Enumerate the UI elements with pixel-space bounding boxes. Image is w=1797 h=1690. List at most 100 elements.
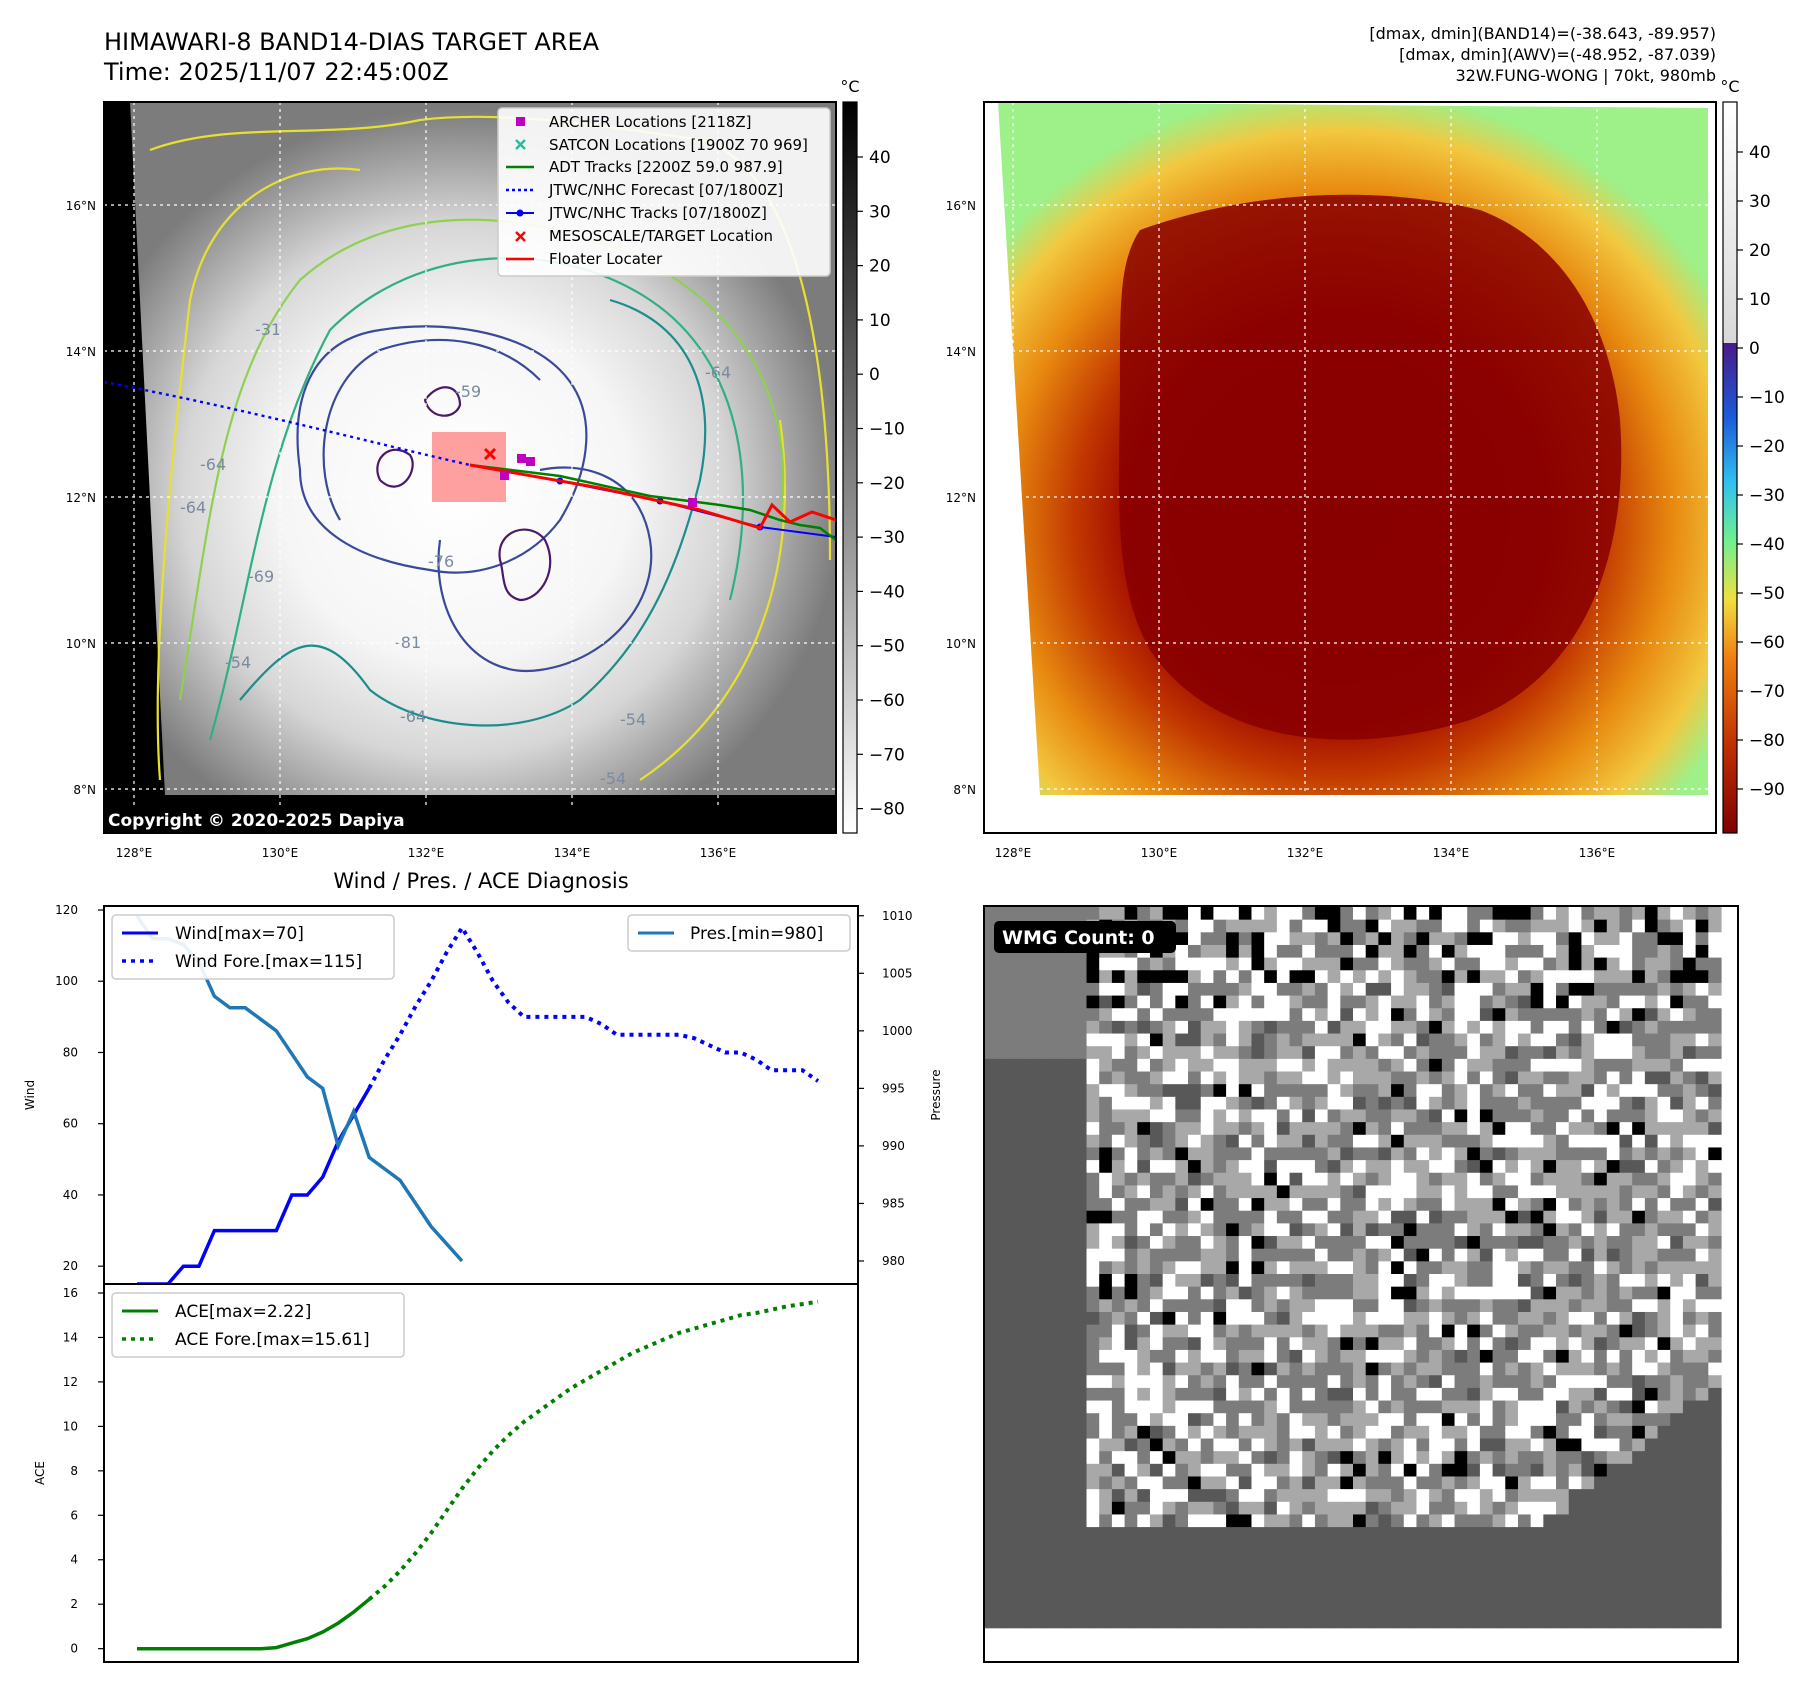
wmg-cell (1594, 1210, 1608, 1224)
wmg-cell (1048, 1387, 1062, 1402)
wmg-cell (1340, 957, 1354, 971)
wmg-cell (1416, 1413, 1430, 1427)
wmg-cell (1657, 1248, 1671, 1262)
wmg-cell (1632, 1261, 1646, 1275)
legend-box (497, 107, 831, 277)
wmg-cell (1505, 1122, 1519, 1136)
wmg-cell (1111, 1020, 1126, 1035)
wmg-cell (997, 1261, 1011, 1275)
wmg-cell (1149, 1020, 1164, 1035)
wmg-cell (1099, 1539, 1113, 1554)
wmg-cell (1023, 1274, 1037, 1288)
wmg-cell (1530, 1590, 1544, 1604)
wmg-cell (1327, 1299, 1341, 1313)
wmg-cell (1238, 1299, 1253, 1313)
wmg-cell (1632, 1058, 1646, 1073)
wmg-cell (1226, 944, 1240, 959)
wmg-cell (1543, 957, 1557, 971)
wmg-cell (1492, 1400, 1506, 1414)
wmg-cell (1441, 1261, 1456, 1275)
wmg-cell (1099, 1565, 1113, 1579)
wmg-cell (1644, 1185, 1659, 1199)
wmg-cell (1124, 1590, 1138, 1604)
wmg-cell (1137, 1539, 1151, 1554)
wmg-cell (1695, 995, 1709, 1009)
wmg-cell (1340, 1489, 1354, 1503)
wmg-cell (1378, 1476, 1392, 1490)
wmg-cell (1403, 1299, 1418, 1313)
wmg-cell (1124, 1274, 1138, 1288)
wmg-cell (997, 1438, 1011, 1452)
wmg-cell (1035, 1071, 1050, 1085)
wmg-cell (1505, 1615, 1519, 1629)
wmg-cell (1035, 1008, 1050, 1022)
wmg-cell (1568, 1349, 1583, 1364)
wmg-cell (1556, 995, 1570, 1009)
wmg-cell (1365, 1501, 1379, 1516)
wmg-cell (1632, 1299, 1646, 1313)
wmg-cell (1365, 932, 1379, 946)
wmg-cell (1086, 1147, 1100, 1161)
wmg-cell (1708, 1274, 1722, 1288)
wmg-cell (1619, 1577, 1633, 1591)
wmg-cell (1644, 1413, 1659, 1427)
wmg-cell (1175, 995, 1189, 1009)
wmg-cell (1378, 1463, 1392, 1478)
wmg-cell (1061, 1109, 1075, 1123)
wmg-cell (1124, 1577, 1138, 1591)
wmg-cell (1188, 1033, 1202, 1047)
wmg-cell (1264, 995, 1278, 1009)
wmg-cell (1048, 1603, 1062, 1617)
wmg-cell (1213, 1514, 1227, 1528)
wmg-cell (1124, 1501, 1138, 1516)
wmg-cell (1327, 1628, 1341, 1642)
wmg-cell (1200, 944, 1215, 959)
colorbar-tick-label: −50 (869, 637, 905, 657)
wmg-cell (1454, 1172, 1468, 1187)
wmg-cell (1226, 1552, 1240, 1566)
wmg-cell (1530, 1274, 1544, 1288)
wmg-cell (1505, 1274, 1519, 1288)
wmg-cell (1467, 1527, 1481, 1541)
wmg-cell (1632, 1552, 1646, 1566)
wmg-cell (1073, 1160, 1088, 1174)
wmg-cell (1416, 1324, 1430, 1338)
wmg-cell (1353, 1058, 1367, 1073)
wmg-cell (1302, 1413, 1316, 1427)
wmg-cell (1073, 1299, 1088, 1313)
wmg-cell (1429, 1577, 1443, 1591)
wmg-cell (1149, 1122, 1164, 1136)
ytick-label: 10 (63, 1419, 78, 1433)
wmg-cell (1708, 1362, 1722, 1376)
wmg-cell (1289, 1628, 1303, 1642)
wmg-cell (985, 1565, 999, 1579)
wmg-cell (1467, 1362, 1481, 1376)
wmg-cell (1035, 1451, 1050, 1465)
wmg-cell (1048, 1096, 1062, 1111)
wmg-cell (1010, 1020, 1024, 1035)
wmg-cell (1276, 1413, 1291, 1427)
wmg-cell (1111, 995, 1126, 1009)
wmg-cell (1327, 1172, 1341, 1187)
wmg-cell (1505, 1349, 1519, 1364)
wmg-cell (1137, 1122, 1151, 1136)
wmg-cell (1010, 1096, 1024, 1111)
wmg-cell (1111, 1210, 1126, 1224)
wmg-cell (1340, 1134, 1354, 1149)
wmg-cell (1391, 1198, 1405, 1212)
wmg-cell (1213, 1615, 1227, 1629)
wmg-cell (1670, 1324, 1684, 1338)
wmg-cell (1556, 1096, 1570, 1111)
ytick-right-label: 995 (882, 1081, 905, 1095)
wmg-cell (1302, 1387, 1316, 1402)
wmg-cell (1594, 1299, 1608, 1313)
wmg-cell (1505, 1299, 1519, 1313)
ytick-label: 8 (70, 1464, 78, 1478)
wmg-cell (1479, 1096, 1494, 1111)
wmg-cell (1238, 1324, 1253, 1338)
wmg-cell (1556, 1160, 1570, 1174)
wmg-cell (1340, 1425, 1354, 1440)
wmg-cell (1568, 1387, 1583, 1402)
wmg-cell (1568, 1539, 1583, 1554)
